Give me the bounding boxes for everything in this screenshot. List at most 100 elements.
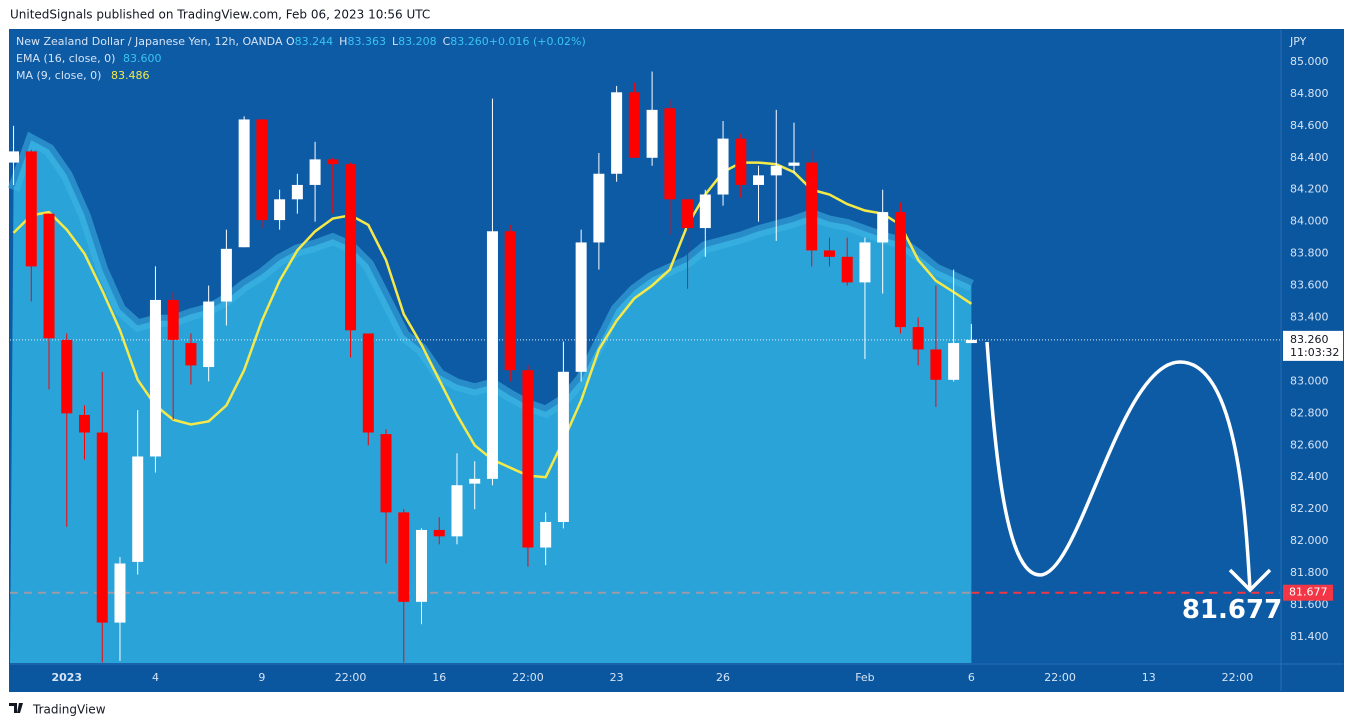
- y-tick-label: 83.000: [1290, 374, 1329, 387]
- candle-body: [43, 213, 55, 339]
- candle-body: [522, 370, 534, 548]
- ohlc-key: C: [443, 35, 451, 48]
- candle-body: [416, 529, 428, 602]
- y-tick-label: 82.600: [1290, 438, 1329, 451]
- arrow-head: [1228, 568, 1272, 593]
- candle-body: [823, 250, 835, 257]
- candle-body: [433, 529, 445, 537]
- publish-header: UnitedSignals published on TradingView.c…: [10, 8, 430, 22]
- candle-body: [25, 151, 37, 267]
- candle-body: [806, 162, 818, 251]
- candle-body: [380, 434, 392, 513]
- candle-body: [557, 371, 569, 522]
- candle-body: [132, 456, 144, 562]
- candle-body: [788, 162, 800, 166]
- candle-body: [8, 151, 20, 163]
- candle-body: [611, 92, 623, 174]
- candle-body: [948, 343, 960, 380]
- candle-body: [699, 194, 711, 229]
- footer-logo: [9, 703, 23, 713]
- ohlc-value: +0.016 (+0.02%): [489, 35, 586, 48]
- candle-body: [504, 231, 516, 371]
- ohlc-value: 83.244: [295, 35, 334, 48]
- candle-body: [78, 414, 90, 433]
- candle-body: [593, 173, 605, 243]
- y-tick-label: 84.400: [1290, 151, 1329, 164]
- candle-body: [309, 159, 321, 185]
- x-tick-label: 22:00: [335, 671, 367, 684]
- symbol-title: New Zealand Dollar / Japanese Yen, 12h, …: [16, 35, 283, 48]
- y-tick-label: 83.400: [1290, 311, 1329, 324]
- last-price-tag: [1283, 330, 1343, 361]
- footer-brand: TradingView: [32, 703, 106, 717]
- x-tick-label: 4: [152, 671, 159, 684]
- candle-body: [167, 299, 179, 340]
- ohlc-legend: O83.244 H83.363 L83.208 C83.260+0.016 (+0.0…: [286, 35, 586, 48]
- last-price-label: 83.260: [1290, 333, 1329, 346]
- candle-body: [238, 119, 250, 248]
- candle-body: [841, 256, 853, 283]
- x-tick-label: 23: [610, 671, 624, 684]
- candle-body: [149, 299, 161, 457]
- candle-body: [256, 119, 268, 221]
- y-tick-label: 84.600: [1290, 119, 1329, 132]
- ohlc-key: H: [339, 35, 347, 48]
- y-tick-label: 85.000: [1290, 55, 1329, 68]
- candle-body: [486, 231, 498, 479]
- candle-body: [220, 248, 232, 302]
- ohlc-key: O: [286, 35, 295, 48]
- target-tag: [1283, 584, 1333, 601]
- ma-legend: MA (9, close, 0): [16, 69, 101, 82]
- candle-body: [96, 432, 108, 623]
- candle-body: [291, 184, 303, 200]
- x-tick-label: 2023: [51, 671, 82, 684]
- candle-body: [753, 175, 765, 185]
- x-tick-label: 22:00: [1222, 671, 1254, 684]
- candle-body: [398, 512, 410, 602]
- x-tick-label: 16: [432, 671, 446, 684]
- countdown-label: 11:03:32: [1290, 346, 1339, 359]
- x-tick-label: 26: [716, 671, 730, 684]
- y-tick-label: 84.800: [1290, 87, 1329, 100]
- x-tick-label: 13: [1142, 671, 1156, 684]
- y-tick-label: 81.400: [1290, 630, 1329, 643]
- ohlc-value: 83.260: [450, 35, 489, 48]
- target-tag-label: 81.677: [1289, 586, 1328, 599]
- target-annotation: 81.677: [1182, 595, 1282, 625]
- ema-legend-value: 83.600: [123, 52, 162, 65]
- x-tick-label: 22:00: [512, 671, 544, 684]
- ohlc-key: L: [392, 35, 399, 48]
- ohlc-value: 83.363: [347, 35, 386, 48]
- x-tick-label: Feb: [855, 671, 874, 684]
- candle-body: [717, 138, 729, 195]
- candle-body: [664, 108, 676, 200]
- y-tick-label: 83.800: [1290, 247, 1329, 260]
- y-tick-label: 84.200: [1290, 183, 1329, 196]
- candle-body: [930, 349, 942, 380]
- candle-body: [912, 327, 924, 350]
- candle-body: [540, 521, 552, 548]
- candle-body: [469, 478, 481, 484]
- projection-arrow: [985, 341, 1252, 591]
- ohlc-value: 83.208: [398, 35, 437, 48]
- candle-body: [274, 199, 286, 221]
- candle-body: [185, 343, 197, 366]
- y-tick-label: 84.000: [1290, 215, 1329, 228]
- y-tick-label: 83.600: [1290, 279, 1329, 292]
- y-tick-label: 82.800: [1290, 406, 1329, 419]
- x-tick-label: 22:00: [1044, 671, 1076, 684]
- y-tick-label: 82.200: [1290, 502, 1329, 515]
- candle-body: [203, 301, 215, 368]
- y-tick-label: 81.600: [1290, 598, 1329, 611]
- y-tick-label: 82.000: [1290, 534, 1329, 547]
- candle-body: [877, 212, 889, 243]
- currency-label: JPY: [1289, 35, 1307, 48]
- candle-body: [894, 212, 906, 328]
- candle-body: [345, 164, 357, 331]
- x-tick-label: 9: [258, 671, 265, 684]
- candle-body: [61, 339, 73, 414]
- y-tick-label: 82.400: [1290, 470, 1329, 483]
- series-layer: [7, 71, 1280, 663]
- candle-body: [770, 165, 782, 176]
